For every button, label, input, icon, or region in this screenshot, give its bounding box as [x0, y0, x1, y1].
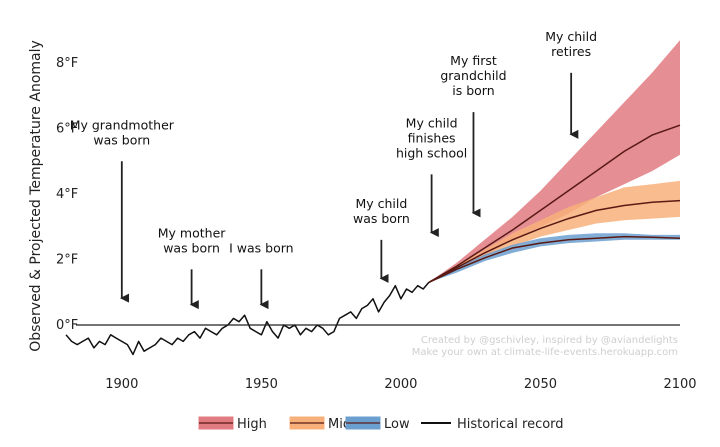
y-tick-label: 0°F	[56, 318, 78, 333]
y-tick-label: 2°F	[56, 253, 78, 268]
legend-label: Mid	[328, 417, 351, 432]
legend-item: Mid	[289, 416, 351, 432]
annotation-text: finishes	[408, 130, 456, 145]
projection-bands	[428, 40, 681, 284]
annotation-text: My child	[545, 29, 597, 44]
annotation-text: was born	[163, 240, 220, 255]
legend: High Mid Low Historical record	[198, 416, 564, 432]
credits: Created by @gschivley, inspired by @avia…	[412, 335, 678, 358]
y-tick-label: 4°F	[56, 187, 78, 202]
annotation: I was born	[229, 240, 294, 310]
x-tick-label: 1900	[105, 377, 138, 392]
annotation-text: My child	[406, 115, 458, 130]
annotation-text: My mother	[158, 225, 226, 240]
x-tick-label: 1950	[245, 377, 278, 392]
legend-item: High	[198, 416, 267, 432]
x-tick-label: 2100	[663, 377, 696, 392]
band-center-mid	[428, 199, 681, 284]
y-axis-label: Observed & Projected Temperature Anomaly	[28, 40, 44, 352]
legend-item: Low	[345, 416, 410, 432]
y-tick-label: 8°F	[56, 56, 78, 71]
band-center-low	[428, 235, 681, 284]
annotation-text: retires	[551, 44, 591, 59]
historical-record-line	[65, 281, 430, 356]
annotation-text: I was born	[229, 240, 293, 255]
x-tick-label: 2050	[524, 377, 557, 392]
x-tick-label: 2000	[384, 377, 417, 392]
axes: 1900 1950 2000 2050 2100 0°F 2°F 4°F 6°F 8°F Obser…	[28, 40, 697, 392]
annotation-text: high school	[396, 145, 467, 160]
annotation-text: My child	[355, 196, 407, 211]
band-low	[428, 233, 680, 283]
y-tick-label: 6°F	[56, 122, 78, 137]
band-high	[428, 40, 680, 283]
annotation-text: grandchild	[440, 68, 506, 83]
credit-text: Created by @gschivley, inspired by @avia…	[421, 335, 678, 346]
legend-label: Low	[384, 417, 410, 432]
legend-item: Historical record	[421, 417, 564, 432]
annotation-text: My grandmother	[70, 117, 175, 132]
band-center-high	[428, 124, 681, 284]
legend-label: High	[237, 417, 267, 432]
annotation-text: was born	[353, 211, 410, 226]
annotation-text: was born	[93, 132, 150, 147]
annotation-text: is born	[452, 83, 494, 98]
legend-label: Historical record	[457, 417, 564, 432]
annotation-text: My first	[450, 53, 497, 68]
credit-text: Make your own at climate-life-events.her…	[412, 347, 678, 358]
historical-record-layer	[65, 281, 430, 356]
